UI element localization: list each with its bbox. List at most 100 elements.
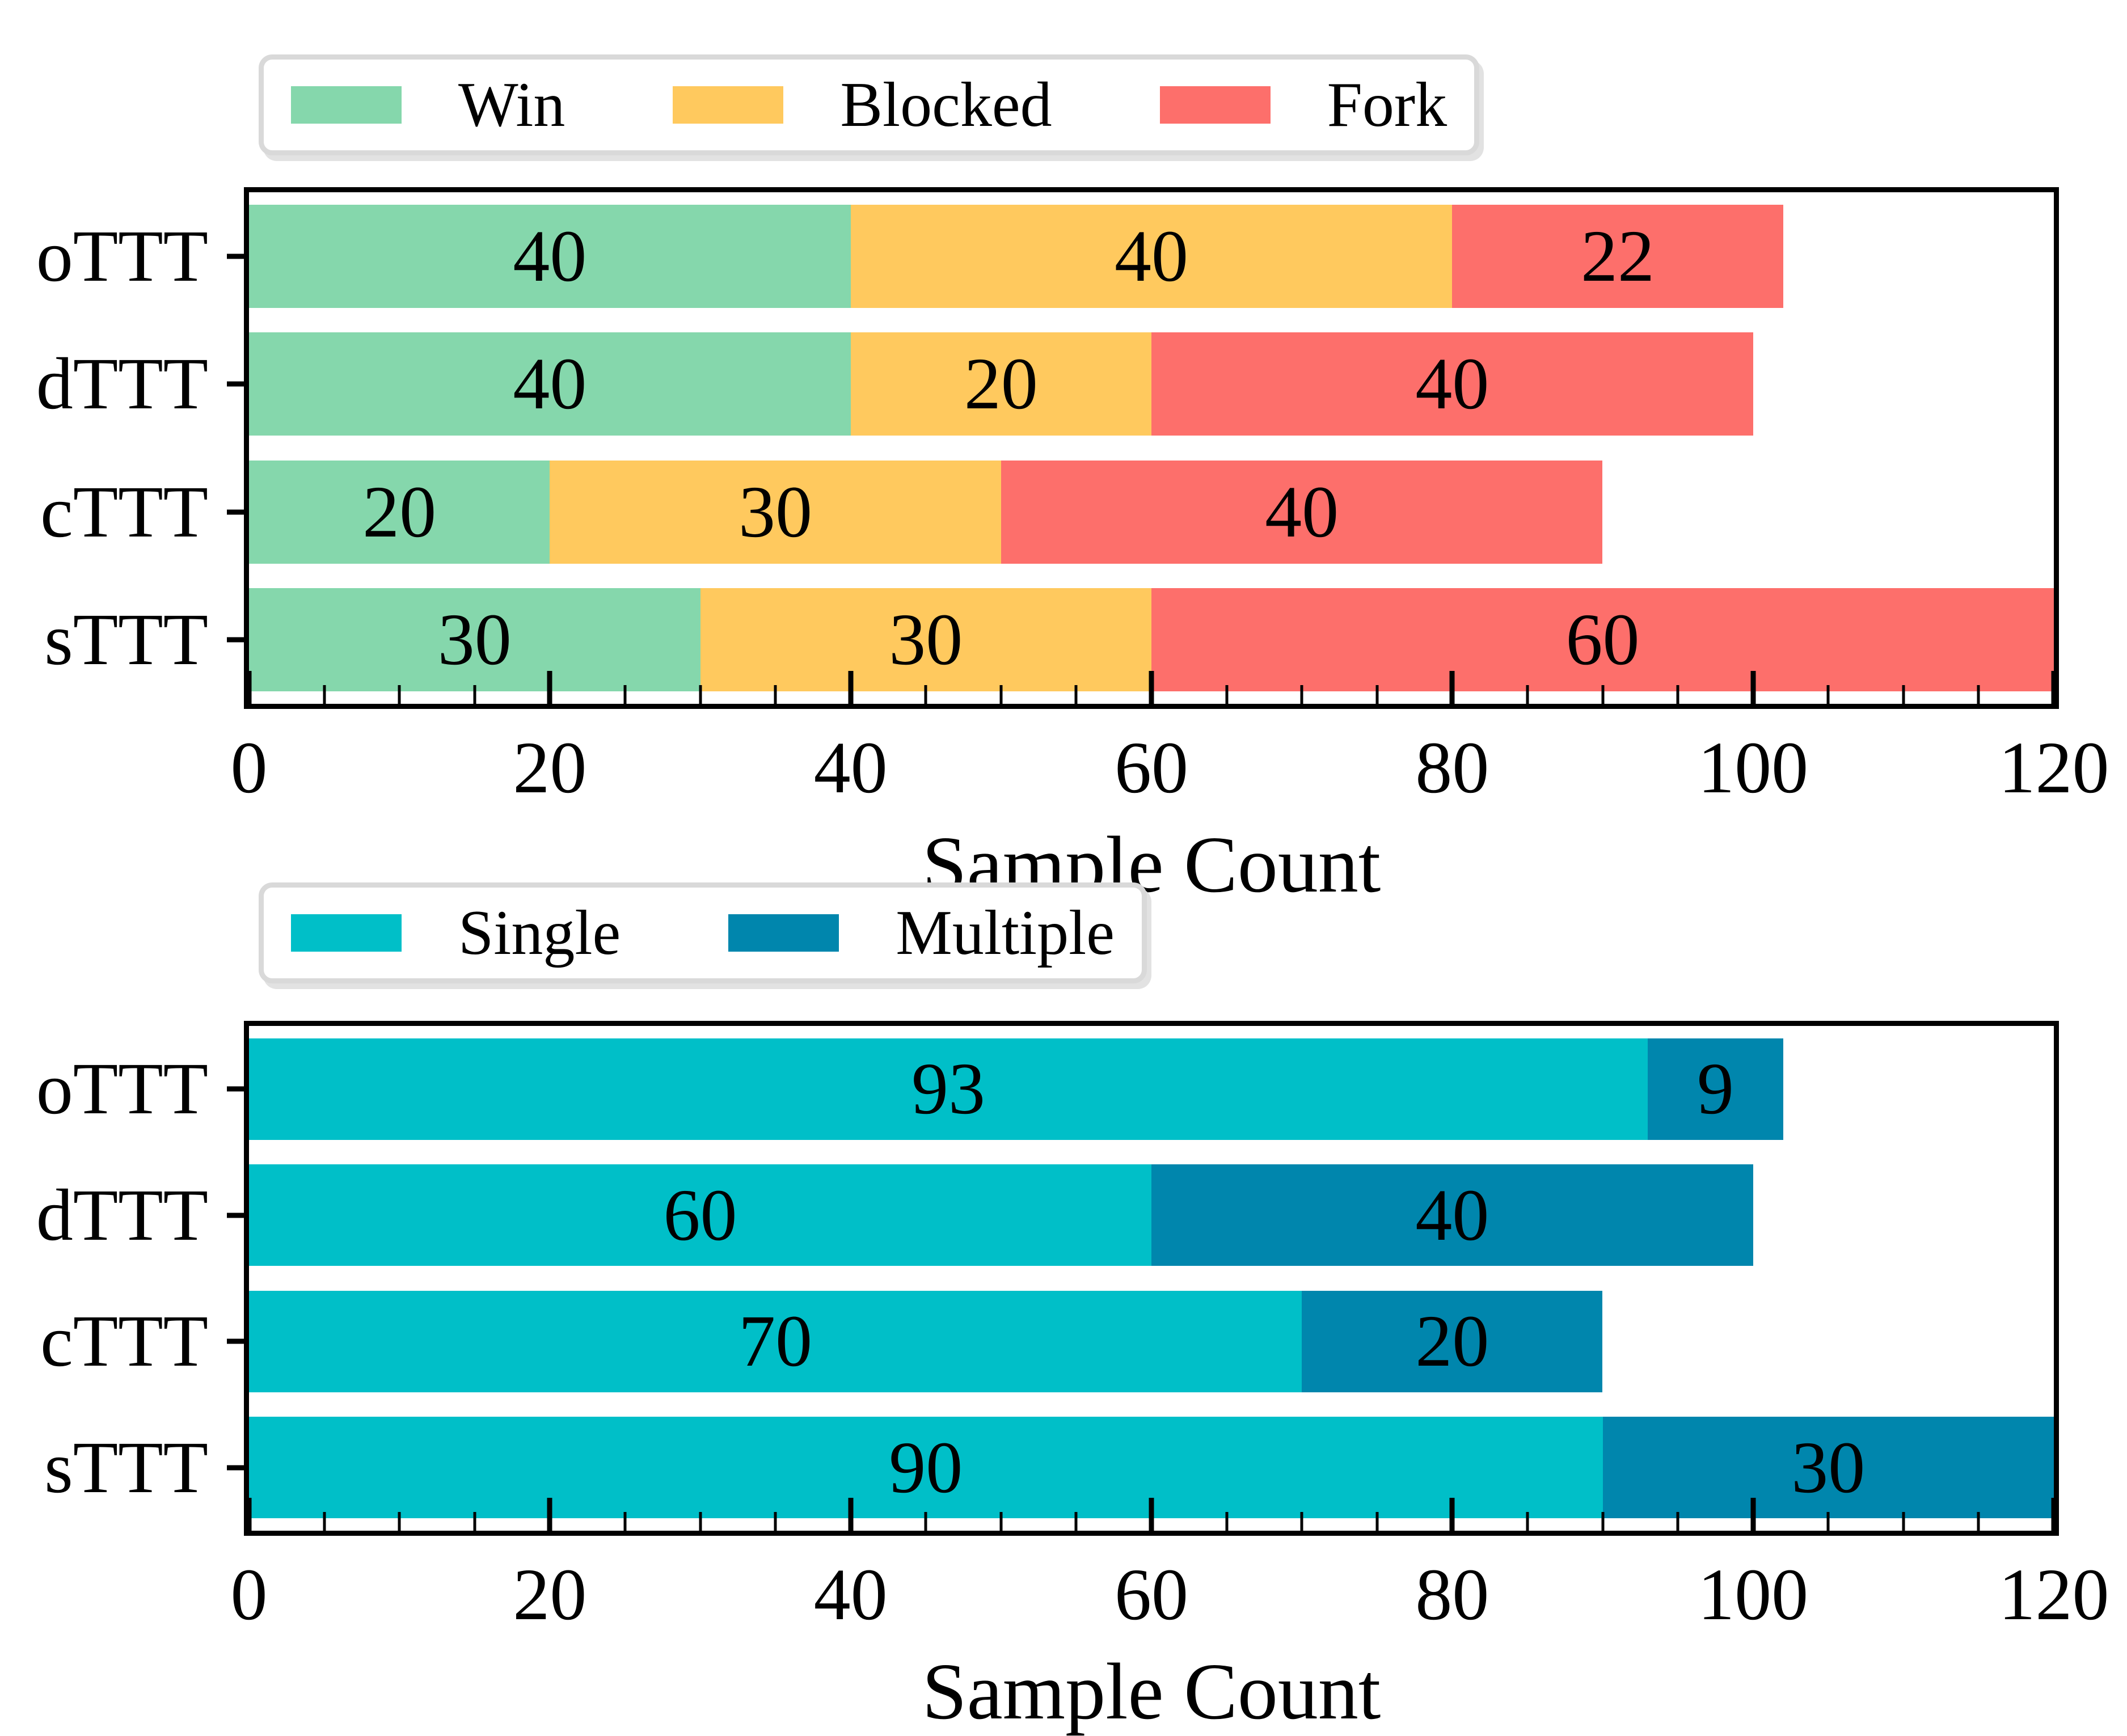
x-minor-tick [323,1512,326,1531]
x-minor-tick [999,1512,1003,1531]
plot-area: Sample Count oTTT 93 9 dTTT 60 40 cTTT 70 20 sTTT… [36,1021,2109,1731]
x-tick-label: 80 [1415,1554,1489,1636]
x-minor-tick [1977,685,1980,704]
x-major-tick [1149,671,1154,704]
bar-value-label: 60 [1565,599,1640,681]
x-major-tick [848,1498,854,1531]
x-major-tick [1449,1498,1455,1531]
y-tick [227,381,244,387]
legend-item-fork: Fork [1159,70,1447,140]
bar-sTTT-single [249,1417,1603,1519]
bar-value-label: 40 [1415,343,1489,425]
legend-label: Multiple [896,898,1115,968]
legend-label: Fork [1327,70,1447,140]
bar-value-label: 22 [1581,215,1655,297]
x-minor-tick [1601,685,1604,704]
legend-swatch-win [291,86,402,124]
x-tick-label: 0 [230,1554,268,1636]
x-minor-tick [1375,685,1379,704]
bar-value-label: 30 [738,471,813,553]
bar-value-label: 60 [663,1174,737,1256]
bar-dTTT-multiple [1151,1164,1753,1266]
bar-value-label: 40 [513,215,587,297]
x-minor-tick [774,685,777,704]
x-minor-tick [323,685,326,704]
x-minor-tick [473,1512,476,1531]
legend-label: Single [458,898,621,968]
legend-item-multiple: Multiple [728,901,1115,965]
legend: Single Multiple [259,882,1147,983]
x-minor-tick [1526,1512,1529,1531]
bar-value-label: 30 [889,599,963,681]
legend-item-blocked: Blocked [673,73,1052,137]
x-tick-label: 40 [813,727,888,809]
figure: Win Blocked Fork Sample Count oTTT 40 40 22 dT… [36,54,2109,1731]
bar-value-label: 20 [1415,1300,1489,1383]
y-tick [227,637,244,643]
x-minor-tick [398,1512,401,1531]
x-tick-label: 80 [1415,727,1489,809]
x-major-tick [246,671,252,704]
legend: Win Blocked Fork [259,54,1480,155]
legend-item-win: Win [291,73,565,137]
legend-swatch-blocked [673,86,784,124]
x-minor-tick [1902,1512,1905,1531]
bar-sTTT-multiple [1602,1417,2054,1519]
x-major-tick [1750,671,1756,704]
legend-swatch-fork [1159,86,1271,124]
legend-item-single: Single [291,901,621,965]
category-label: cTTT [40,471,208,553]
bar-value-label: 70 [738,1300,813,1383]
x-minor-tick [924,1512,927,1531]
bar-oTTT-win [249,204,851,308]
x-tick-label: 120 [1998,1554,2109,1636]
x-major-tick [547,1498,552,1531]
x-minor-tick [1676,1512,1679,1531]
x-minor-tick [473,685,476,704]
x-minor-tick [1526,685,1529,704]
x-minor-tick [1902,685,1905,704]
bar-oTTT-single [249,1038,1648,1140]
x-minor-tick [398,685,401,704]
x-tick-label: 0 [230,727,268,809]
x-minor-tick [1375,1512,1379,1531]
bar-value-label: 20 [362,471,437,553]
x-minor-tick [1826,685,1830,704]
x-minor-tick [623,685,627,704]
x-major-tick [848,671,854,704]
y-tick [227,254,244,259]
x-tick-label: 100 [1698,1554,1809,1636]
x-minor-tick [1676,685,1679,704]
y-tick [227,1213,244,1218]
x-tick-label: 120 [1998,727,2109,809]
x-minor-tick [699,685,702,704]
bar-dTTT-fork [1151,332,1753,436]
x-tick-label: 60 [1115,727,1188,809]
x-minor-tick [1601,1512,1604,1531]
bar-dTTT-single [249,1164,1151,1266]
x-minor-tick [699,1512,702,1531]
x-minor-tick [623,1512,627,1531]
x-minor-tick [999,685,1003,704]
category-label: oTTT [36,1048,208,1130]
category-label: sTTT [44,1426,208,1509]
x-axis-label: Sample Count [922,1646,1381,1736]
bar-value-label: 40 [1115,215,1188,297]
bar-cTTT-fork [1001,460,1603,564]
x-major-tick [1750,1498,1756,1531]
x-tick-label: 60 [1115,1554,1188,1636]
bar-cTTT-blocked [550,460,1001,564]
x-minor-tick [1300,1512,1303,1531]
x-major-tick [246,1498,252,1531]
x-minor-tick [924,685,927,704]
x-major-tick [2051,1498,2057,1531]
x-major-tick [1449,671,1455,704]
x-minor-tick [1074,685,1078,704]
bar-value-label: 30 [1791,1426,1866,1509]
category-label: oTTT [36,215,208,297]
x-minor-tick [1225,1512,1229,1531]
bar-value-label: 90 [889,1426,963,1509]
category-label: cTTT [40,1300,208,1383]
x-minor-tick [1300,685,1303,704]
bar-value-label: 40 [1415,1174,1489,1256]
